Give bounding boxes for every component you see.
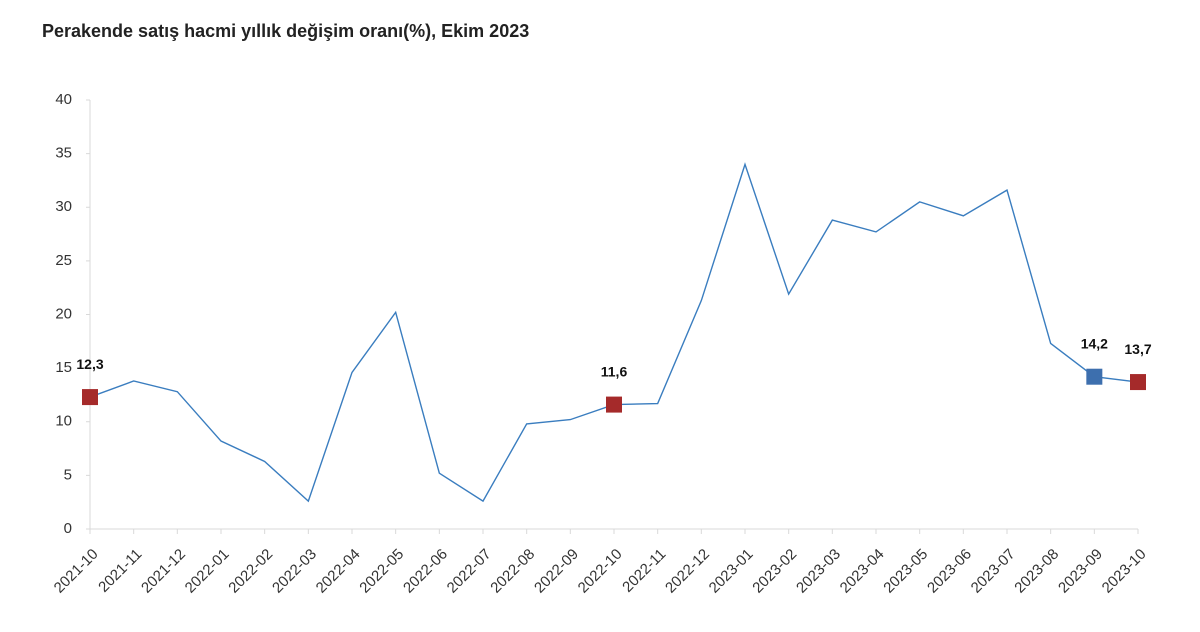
value-label: 13,7 — [1124, 341, 1151, 357]
x-tick-label: 2022-01 — [182, 546, 233, 597]
y-tick-label: 35 — [55, 145, 72, 162]
y-tick-label: 20 — [55, 305, 72, 322]
x-tick-label: 2021-12 — [138, 546, 189, 597]
x-tick-label: 2023-06 — [924, 546, 975, 597]
x-tick-label: 2021-10 — [51, 546, 102, 597]
chart-title: Perakende satış hacmi yıllık değişim ora… — [42, 21, 529, 41]
x-tick-label: 2022-06 — [400, 546, 451, 597]
x-tick-label: 2022-08 — [487, 546, 538, 597]
x-tick-label: 2023-07 — [968, 546, 1019, 597]
y-tick-label: 0 — [64, 520, 72, 537]
marker — [1086, 368, 1103, 385]
x-tick-label: 2023-02 — [749, 546, 800, 597]
marker — [606, 396, 622, 413]
x-tick-label: 2022-11 — [619, 546, 669, 596]
x-tick-label: 2022-02 — [225, 546, 276, 597]
value-label: 12,3 — [76, 356, 103, 372]
line — [89, 162, 1139, 503]
y-tick-label: 30 — [55, 198, 72, 215]
y-tick-label: 25 — [55, 252, 72, 269]
x-tick-label: 2023-08 — [1011, 546, 1062, 597]
x-tick-label: 2021-11 — [95, 546, 145, 596]
marker — [1130, 374, 1146, 391]
x-tick-label: 2023-04 — [837, 546, 888, 597]
x-tick-label: 2022-10 — [575, 546, 626, 597]
value-label: 14,2 — [1081, 335, 1108, 351]
x-tick-label: 2023-09 — [1055, 546, 1106, 597]
y-tick-label: 5 — [64, 466, 72, 483]
y-tick-label: 10 — [55, 413, 72, 430]
x-tick-label: 2023-03 — [793, 546, 844, 597]
y-tick-label: 40 — [55, 91, 72, 108]
x-tick-label: 2022-04 — [313, 546, 364, 597]
x-tick-label: 2023-01 — [706, 546, 757, 597]
x-tick-label: 2023-05 — [880, 546, 931, 597]
x-tick-label: 2022-03 — [269, 546, 320, 597]
x-tick-label: 2022-05 — [356, 546, 407, 597]
x-tick-label: 2023-10 — [1099, 546, 1150, 597]
value-label: 11,6 — [601, 363, 628, 379]
x-tick-label: 2022-12 — [662, 546, 713, 597]
y-tick-label: 15 — [55, 359, 72, 376]
x-tick-label: 2022-07 — [444, 546, 495, 597]
x-tick-label: 2022-09 — [531, 546, 582, 597]
marker — [82, 389, 98, 406]
